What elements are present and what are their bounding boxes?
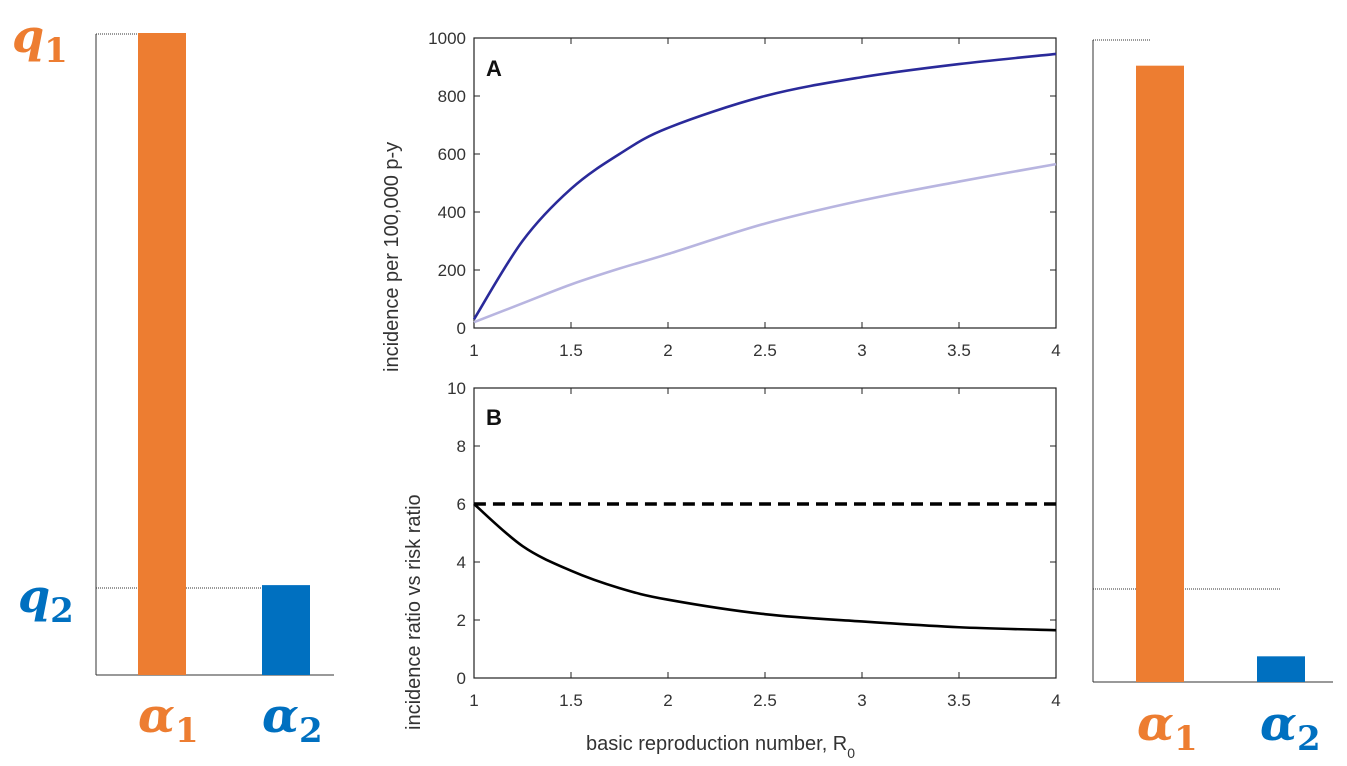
panel-a-ytick-label: 600 [438, 145, 466, 164]
right-bar-chart: α1 α2 [1092, 39, 1333, 759]
panel-a-xtick-label: 4 [1051, 341, 1060, 360]
left-alpha2-label: α2 [262, 688, 323, 751]
panel-b-xtick-label: 1.5 [559, 691, 583, 710]
panel-a-ytick-label: 400 [438, 203, 466, 222]
panel-a-xtick-label: 1 [469, 341, 478, 360]
left-alpha1-label: α1 [138, 688, 199, 751]
panel-b-ytick-label: 8 [457, 437, 466, 456]
right-alpha2-label: α2 [1260, 696, 1321, 759]
panel-a-ylabel: incidence per 100,000 p-y [381, 142, 403, 372]
panel-b-xtick-label: 2 [663, 691, 672, 710]
panel-b-frame [473, 387, 1057, 679]
panel-b-ytick-label: 6 [457, 495, 466, 514]
panel-b-ylabel: incidence ratio vs risk ratio [403, 494, 425, 730]
panel-a-ytick-label: 200 [438, 261, 466, 280]
panel-b-xtick-label: 3 [857, 691, 866, 710]
left-q1-label: q1 [12, 9, 68, 71]
panel-b-letter: B [486, 405, 502, 430]
panel-a-series-2-line [473, 162, 1057, 324]
panel-a-letter: A [486, 56, 502, 81]
panel-b-ytick-label: 2 [457, 611, 466, 630]
panel-b-series-2-line [473, 503, 1057, 632]
panel-b-ytick-label: 0 [457, 669, 466, 688]
panel-b-xtick-label: 4 [1051, 691, 1060, 710]
panel-b-xtick-label: 1 [469, 691, 478, 710]
panel-a-xtick-label: 1.5 [559, 341, 583, 360]
panel-b-ytick-label: 10 [447, 379, 466, 398]
panel-a-ytick-label: 0 [457, 319, 466, 338]
right-alpha1-label: α1 [1137, 696, 1198, 759]
panel-a-xtick-label: 3.5 [947, 341, 971, 360]
panel-a-xtick-label: 2.5 [753, 341, 777, 360]
center-plots: 1 1.5 2 2.5 3 3.5 4 0 200 400 600 800 1000 A 1 1.5 2 2.… [381, 29, 1061, 761]
panel-a-ytick-label: 1000 [428, 29, 466, 48]
panel-a-xtick-label: 2 [663, 341, 672, 360]
x-axis-label: basic reproduction number, R0 [586, 733, 855, 761]
right-bar-2 [1257, 656, 1305, 682]
left-bar-1 [138, 33, 186, 675]
panel-b-ytick-label: 4 [457, 553, 466, 572]
left-q2-label: q2 [18, 569, 74, 631]
panel-a-frame [473, 37, 1057, 329]
panel-a-series-1-line [472, 52, 1057, 320]
panel-b-xtick-label: 2.5 [753, 691, 777, 710]
panel-a-xtick-label: 3 [857, 341, 866, 360]
left-bar-2 [262, 585, 310, 675]
right-bar-1 [1136, 65, 1184, 683]
left-bar-chart: q1 q2 α1 α2 [12, 9, 334, 751]
panel-a-ytick-label: 800 [438, 87, 466, 106]
panel-b-xtick-label: 3.5 [947, 691, 971, 710]
